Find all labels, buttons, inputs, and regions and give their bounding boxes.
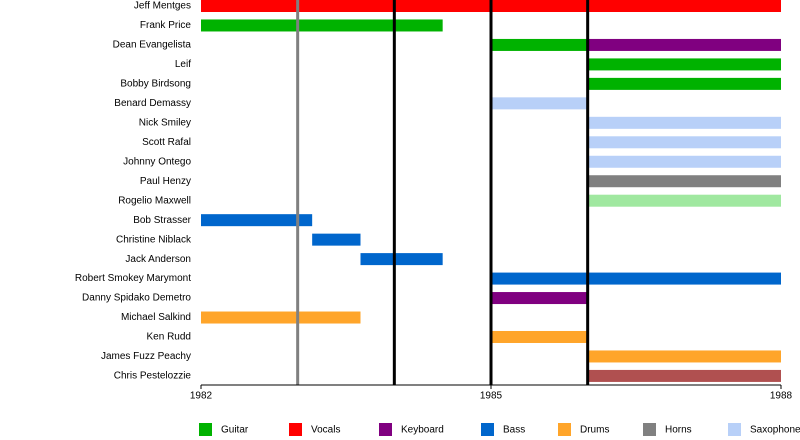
member-name: Dean Evangelista [113, 40, 192, 51]
tenure-bar [587, 194, 781, 207]
legend-label: Guitar [221, 425, 249, 436]
member-name: Benard Demassy [114, 98, 191, 109]
tenure-bar [312, 233, 361, 246]
member-name: Frank Price [140, 20, 192, 31]
member-name: Bobby Birdsong [120, 79, 191, 90]
tenure-bar [587, 116, 781, 129]
member-name: James Fuzz Peachy [101, 351, 191, 362]
legend-swatch [728, 423, 741, 436]
legend-label: Bass [503, 425, 525, 436]
member-name: Bob Strasser [133, 215, 191, 226]
x-tick-label: 1988 [770, 391, 793, 402]
tenure-bar [587, 38, 781, 51]
member-name: Danny Spidako Demetro [82, 293, 191, 304]
tenure-bar [587, 58, 781, 71]
member-name: Jack Anderson [125, 254, 191, 265]
legend-swatch [643, 423, 656, 436]
member-name: Jeff Mentges [134, 1, 191, 12]
member-name: Scott Rafal [142, 137, 191, 148]
tenure-bar [201, 214, 313, 227]
legend-swatch [199, 423, 212, 436]
tenure-bar [587, 155, 781, 168]
x-tick-label: 1982 [190, 391, 213, 402]
tenure-bar [587, 77, 781, 90]
legend-label: Vocals [311, 425, 340, 436]
member-name: Nick Smiley [139, 117, 191, 128]
tenure-bar [491, 330, 588, 343]
member-name: Robert Smokey Marymont [75, 273, 191, 284]
member-name: Paul Henzy [140, 176, 191, 187]
legend-swatch [481, 423, 494, 436]
legend-label: Keyboard [401, 425, 444, 436]
legend-label: Drums [580, 425, 609, 436]
legend-swatch [379, 423, 392, 436]
tenure-bar [587, 175, 781, 188]
x-tick-label: 1985 [480, 391, 503, 402]
member-name: Christine Niblack [116, 234, 192, 245]
member-name: Ken Rudd [147, 332, 191, 343]
member-name: Johnny Ontego [123, 156, 191, 167]
member-name: Leif [175, 59, 191, 70]
tenure-bar [201, 311, 361, 324]
legend-label: Saxophone [750, 425, 800, 436]
tenure-bar [491, 272, 781, 285]
tenure-bar [491, 292, 588, 305]
legend-label: Horns [665, 425, 692, 436]
legend-swatch [289, 423, 302, 436]
tenure-bar [201, 19, 443, 32]
tenure-bar [360, 253, 443, 266]
tenure-bar [587, 369, 781, 382]
legend-swatch [558, 423, 571, 436]
tenure-bar [587, 136, 781, 149]
tenure-bar [491, 97, 588, 110]
member-name: Rogelio Maxwell [118, 195, 191, 206]
tenure-bar [491, 38, 588, 51]
member-name: Michael Salkind [121, 312, 191, 323]
member-name: Chris Pestelozzie [114, 371, 192, 382]
tenure-bar [587, 350, 781, 363]
